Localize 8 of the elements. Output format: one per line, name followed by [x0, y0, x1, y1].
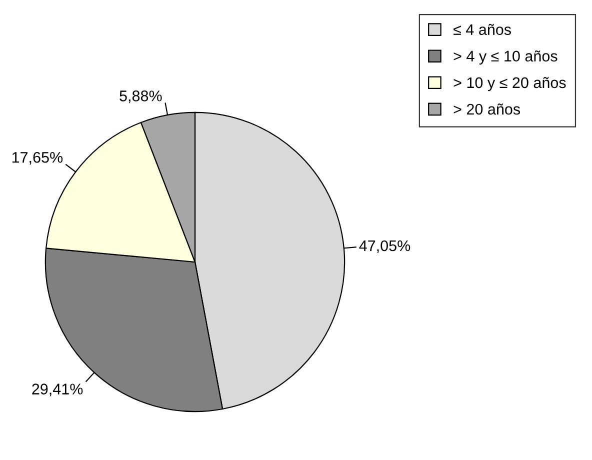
data-label: 5,88%: [120, 90, 162, 104]
legend-label: > 20 años: [454, 104, 520, 115]
legend-label: ≤ 4 años: [454, 24, 511, 36]
data-label: 17,65%: [12, 152, 63, 165]
data-label: 29,41%: [32, 384, 83, 396]
data-label: 47,05%: [359, 240, 410, 253]
legend-label: > 4 y ≤ 10 años: [454, 50, 558, 65]
legend-label: > 10 y ≤ 20 años: [454, 76, 566, 92]
